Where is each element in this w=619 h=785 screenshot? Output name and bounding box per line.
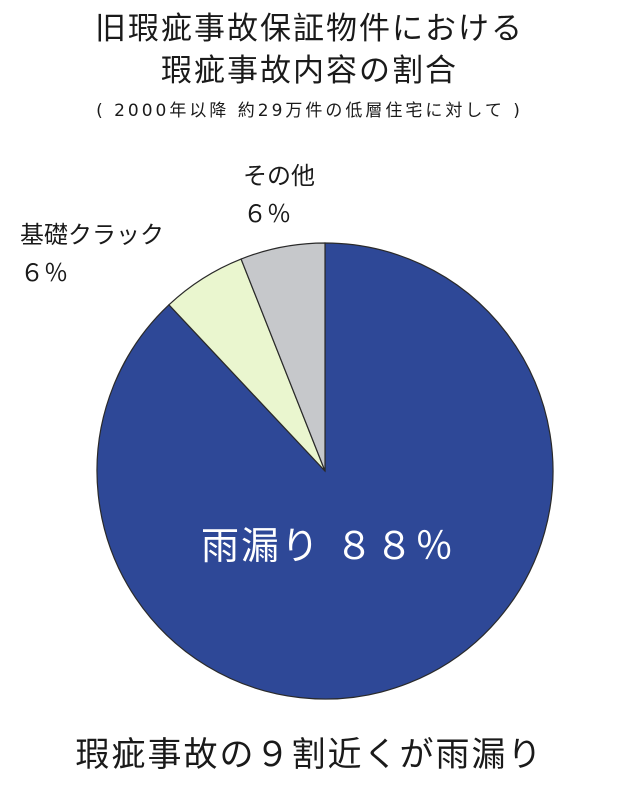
pie-slice-rain-leak xyxy=(96,242,554,700)
pie-slice-other xyxy=(240,242,326,472)
chart-caption: 瑕疵事故の９割近くが雨漏り xyxy=(75,735,544,775)
chart-subtitle: ( 2000年以降 約29万件の低層住宅に対して ) xyxy=(96,101,523,121)
pie-slices xyxy=(96,242,554,700)
slice-label-rain-leak: 雨漏り ８８％ xyxy=(201,524,455,568)
slice-label-foundation-crack-name: 基礎クラック xyxy=(20,221,164,249)
slice-label-other-value: ６％ xyxy=(243,200,291,228)
chart-title-line-1: 旧瑕疵事故保証物件における xyxy=(95,11,524,47)
slice-label-other-name: その他 xyxy=(243,162,315,190)
chart-header: 旧瑕疵事故保証物件における 瑕疵事故内容の割合 ( 2000年以降 約29万件の… xyxy=(0,8,619,124)
slice-label-foundation-crack-value: ６％ xyxy=(20,259,68,287)
chart-title-line-2: 瑕疵事故内容の割合 xyxy=(161,53,458,89)
